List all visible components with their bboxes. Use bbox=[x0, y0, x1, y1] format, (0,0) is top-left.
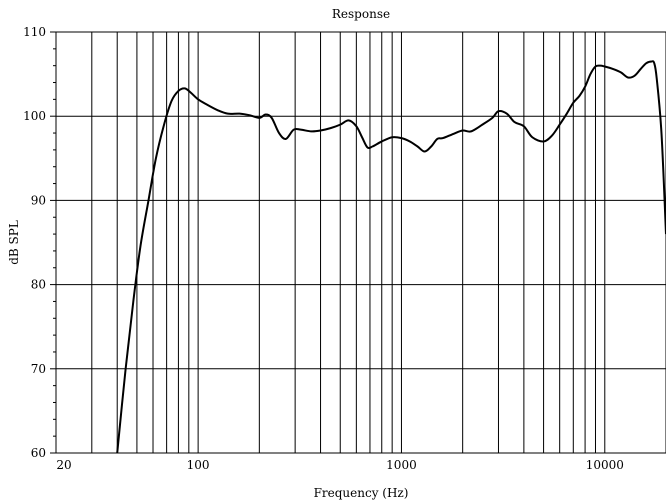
x-tick-label: 1000 bbox=[386, 458, 417, 472]
x-tick-label: 100 bbox=[187, 458, 210, 472]
response-curve bbox=[116, 60, 666, 454]
y-tick-label: 90 bbox=[31, 193, 46, 207]
chart-title: Response bbox=[332, 7, 390, 21]
y-tick-labels: 60 70 80 90 100 110 bbox=[23, 25, 46, 460]
y-tick-label: 100 bbox=[23, 109, 46, 123]
y-tick-label: 60 bbox=[31, 446, 46, 460]
grid-lines bbox=[55, 31, 666, 454]
x-tick-label: 10000 bbox=[586, 458, 624, 472]
y-axis-label: dB SPL bbox=[7, 220, 21, 265]
y-tick-label: 110 bbox=[23, 25, 46, 39]
minor-ticks bbox=[50, 31, 56, 454]
y-tick-label: 80 bbox=[31, 278, 46, 292]
y-tick-label: 70 bbox=[31, 362, 46, 376]
x-tick-labels: 20 100 1000 10000 bbox=[56, 458, 624, 472]
x-tick-label: 20 bbox=[56, 458, 71, 472]
x-axis-label: Frequency (Hz) bbox=[314, 486, 409, 500]
